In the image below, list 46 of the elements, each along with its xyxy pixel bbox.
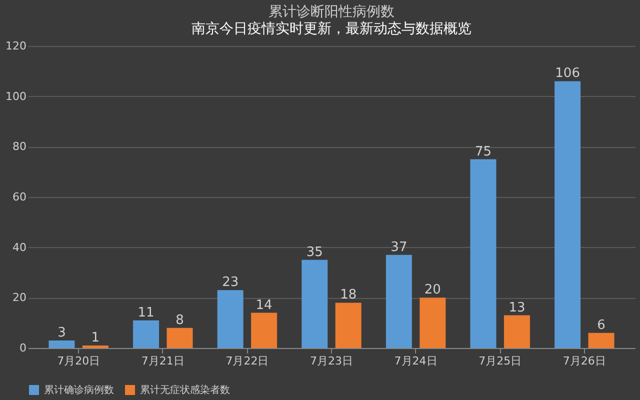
y-tick-label: 20	[12, 291, 26, 304]
data-label: 8	[176, 312, 184, 328]
data-label: 13	[508, 300, 526, 316]
legend-label: 累计确诊病例数	[44, 384, 114, 396]
data-label: 14	[256, 298, 272, 313]
data-label: 3	[58, 325, 66, 340]
x-tick-label: 7月22日	[226, 354, 269, 368]
data-label: 75	[474, 144, 492, 160]
y-tick-label: 0	[20, 342, 26, 354]
x-tick-label: 7月24日	[394, 354, 438, 368]
legend-label: 累计无症状感染者数	[140, 384, 230, 396]
y-tick-label: 60	[12, 190, 26, 204]
data-label: 18	[340, 288, 357, 303]
bar	[504, 315, 530, 348]
data-label: 106	[555, 66, 580, 82]
chart-subtitle: 南京今日疫情实时更新，最新动态与数据概览	[192, 21, 472, 37]
bar	[386, 254, 412, 348]
bar	[554, 81, 581, 348]
data-label: 6	[597, 318, 606, 333]
data-label: 35	[306, 244, 323, 260]
data-label: 37	[390, 240, 408, 255]
x-tick-label: 7月25日	[478, 354, 522, 368]
bar	[420, 298, 446, 348]
x-tick-label: 7月20日	[57, 354, 100, 368]
bar	[470, 159, 496, 348]
bar	[335, 302, 362, 348]
x-tick-label: 7月26日	[562, 354, 606, 368]
y-tick-label: 80	[12, 140, 26, 154]
bar	[133, 320, 160, 348]
bar	[588, 332, 614, 348]
bar	[217, 290, 244, 348]
bar	[251, 312, 278, 348]
data-label: 20	[424, 282, 441, 298]
bar	[48, 340, 75, 348]
y-tick-label: 100	[6, 90, 26, 103]
bar	[302, 260, 328, 348]
data-label: 11	[138, 305, 154, 320]
bar	[166, 328, 193, 348]
x-tick-label: 7月23日	[310, 354, 353, 368]
x-tick-label: 7月21日	[141, 354, 184, 368]
data-label: 23	[222, 275, 239, 290]
y-tick-label: 120	[6, 40, 26, 52]
data-label: 1	[91, 330, 100, 346]
y-tick-label: 40	[12, 240, 26, 254]
chart-title: 累计诊断阳性病例数	[268, 4, 394, 20]
bar	[82, 345, 108, 348]
